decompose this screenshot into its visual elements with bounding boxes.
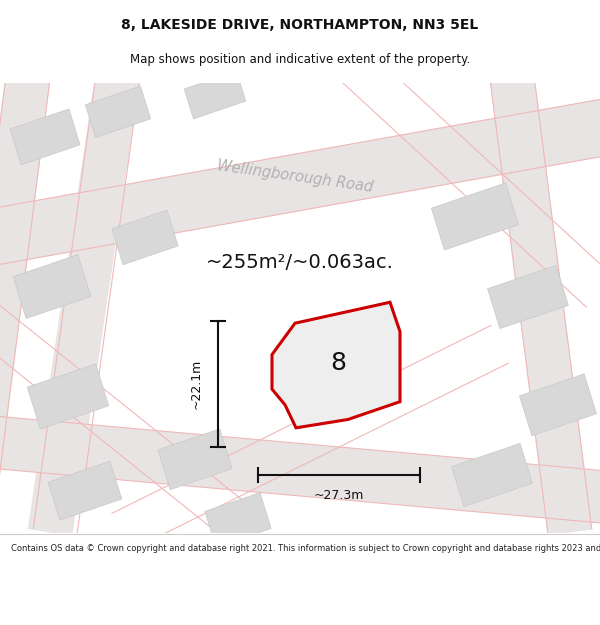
Polygon shape (85, 86, 151, 138)
Polygon shape (10, 109, 80, 165)
Text: ~255m²/~0.063ac.: ~255m²/~0.063ac. (206, 253, 394, 272)
Polygon shape (272, 302, 400, 428)
Text: Map shows position and indicative extent of the property.: Map shows position and indicative extent… (130, 53, 470, 66)
Polygon shape (431, 183, 518, 250)
Polygon shape (488, 59, 592, 536)
Text: ~27.3m: ~27.3m (314, 489, 364, 502)
Text: Contains OS data © Crown copyright and database right 2021. This information is : Contains OS data © Crown copyright and d… (11, 544, 600, 552)
Text: ~22.1m: ~22.1m (190, 359, 203, 409)
Polygon shape (13, 254, 91, 319)
Polygon shape (520, 374, 596, 436)
Polygon shape (0, 412, 600, 527)
Polygon shape (0, 59, 52, 536)
Polygon shape (0, 91, 600, 273)
Polygon shape (452, 443, 532, 506)
Polygon shape (205, 492, 271, 548)
Text: 8: 8 (330, 351, 346, 375)
Polygon shape (112, 210, 178, 264)
Polygon shape (48, 461, 122, 520)
Text: 8, LAKESIDE DRIVE, NORTHAMPTON, NN3 5EL: 8, LAKESIDE DRIVE, NORTHAMPTON, NN3 5EL (121, 18, 479, 32)
Polygon shape (158, 429, 232, 489)
Polygon shape (184, 71, 246, 119)
Polygon shape (27, 364, 109, 429)
Text: Wellingborough Road: Wellingborough Road (216, 158, 374, 195)
Polygon shape (488, 266, 568, 329)
Polygon shape (28, 58, 142, 536)
